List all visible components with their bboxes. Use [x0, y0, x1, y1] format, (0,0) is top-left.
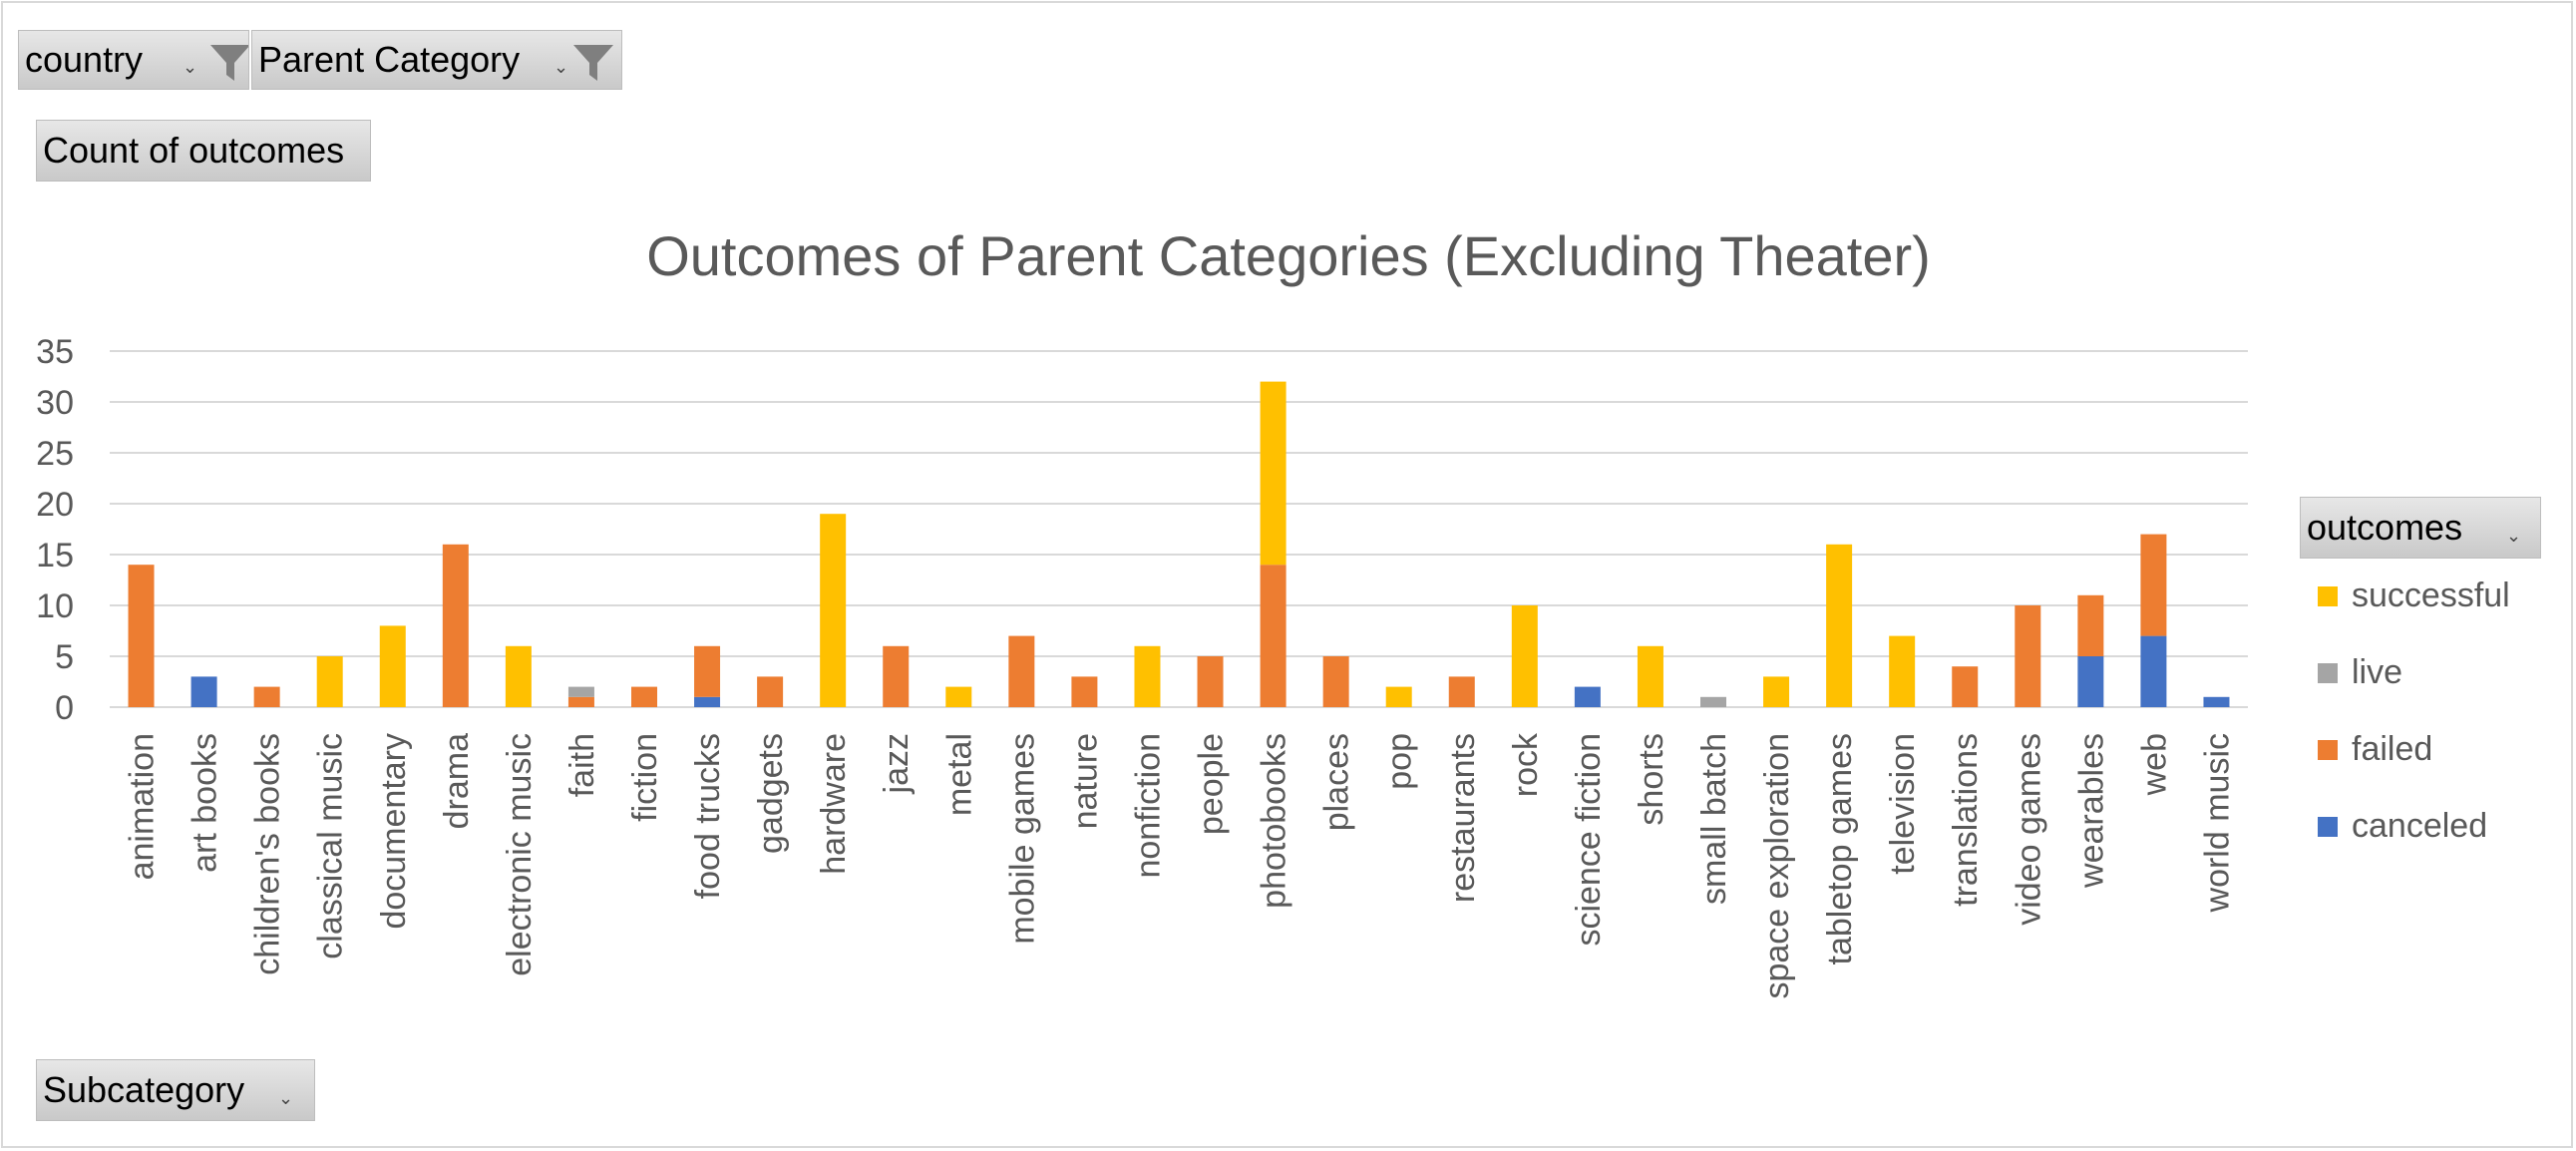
legend-swatch	[2318, 739, 2338, 760]
legend-label: successful	[2352, 576, 2510, 614]
chevron-down-icon[interactable]: ⌄	[278, 1088, 294, 1108]
chevron-down-icon[interactable]: ⌄	[553, 57, 569, 77]
legend-swatch	[2318, 816, 2338, 837]
axis-field-button[interactable]: Subcategory ⌄	[36, 1059, 315, 1121]
legend-swatch	[2318, 662, 2338, 683]
legend-label: live	[2352, 653, 2403, 691]
legend-item-successful[interactable]: successful	[2318, 576, 2510, 615]
country-filter-label: country	[25, 39, 144, 80]
legend-field-button[interactable]: outcomes ⌄	[2300, 497, 2541, 559]
country-filter-button[interactable]: country ⌄	[18, 30, 249, 90]
legend-label: canceled	[2352, 807, 2488, 845]
legend-swatch	[2318, 585, 2338, 606]
axis-field-label: Subcategory	[43, 1069, 245, 1110]
chevron-down-icon[interactable]: ⌄	[2506, 526, 2522, 546]
chevron-down-icon[interactable]: ⌄	[183, 57, 198, 77]
filter-icon[interactable]	[208, 41, 248, 89]
legend-label: failed	[2352, 730, 2433, 768]
legend-item-live[interactable]: live	[2318, 653, 2402, 692]
value-field-button[interactable]: Count of outcomes	[36, 120, 371, 182]
value-field-label: Count of outcomes	[43, 130, 345, 171]
parent-category-filter-label: Parent Category	[258, 39, 521, 80]
parent-category-filter-button[interactable]: Parent Category ⌄	[251, 30, 622, 90]
legend-item-failed[interactable]: failed	[2318, 730, 2432, 769]
legend-item-canceled[interactable]: canceled	[2318, 807, 2487, 846]
legend-field-label: outcomes	[2307, 507, 2463, 548]
filter-icon[interactable]	[571, 41, 615, 89]
